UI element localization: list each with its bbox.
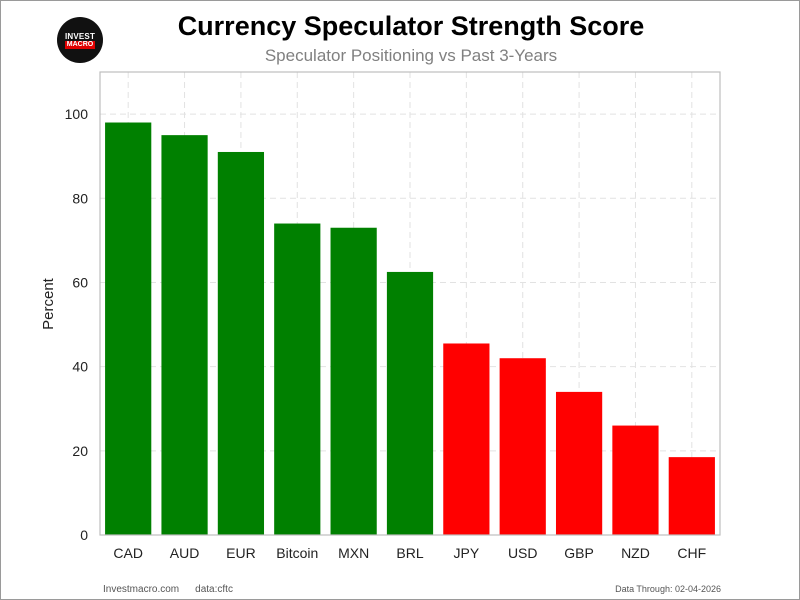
investmacro-logo: INVEST MACRO: [57, 17, 103, 63]
bar-chf: [668, 457, 715, 535]
bar-gbp: [555, 391, 603, 535]
x-tick-label-bitcoin: Bitcoin: [276, 545, 318, 561]
x-tick-label-aud: AUD: [170, 545, 200, 561]
y-tick-label: 80: [72, 190, 88, 206]
bar-eur: [217, 151, 265, 536]
bar-nzd: [612, 425, 659, 535]
y-tick-label: 60: [72, 274, 88, 290]
chart-subtitle: Speculator Positioning vs Past 3-Years: [264, 46, 558, 65]
bar-brl: [386, 271, 434, 535]
x-tick-label-jpy: JPY: [454, 545, 480, 561]
y-tick-label: 100: [65, 106, 89, 122]
bar-layer: [105, 122, 715, 536]
x-tick-label-nzd: NZD: [621, 545, 650, 561]
y-tick-labels: 0 20 40 60 80 100: [65, 106, 89, 543]
x-tick-label-chf: CHF: [677, 545, 706, 561]
y-tick-label: 0: [80, 527, 88, 543]
bar-aud: [161, 135, 208, 536]
y-tick-label: 20: [72, 443, 88, 459]
bar-usd: [499, 358, 546, 535]
x-tick-labels: CAD AUD EUR Bitcoin MXN BRL JPY USD GBP NZD CHF: [113, 545, 706, 561]
x-tick-label-cad: CAD: [113, 545, 143, 561]
bar-cad: [105, 122, 152, 535]
bar-jpy: [443, 343, 490, 535]
x-tick-label-eur: EUR: [226, 545, 256, 561]
bar-bitcoin: [274, 223, 321, 535]
footer-site: Investmacro.com: [103, 584, 180, 595]
x-tick-label-brl: BRL: [396, 545, 423, 561]
logo-text-bottom: MACRO: [64, 40, 96, 49]
x-tick-label-gbp: GBP: [564, 545, 594, 561]
x-tick-label-usd: USD: [508, 545, 538, 561]
logo-text-top: INVEST: [64, 31, 96, 41]
footer-date: Data Through: 02-04-2026: [615, 584, 721, 594]
y-axis-label: Percent: [40, 277, 57, 330]
bar-mxn: [330, 227, 377, 535]
y-tick-label: 40: [72, 359, 88, 375]
chart-title: Currency Speculator Strength Score: [177, 11, 645, 41]
plot-area-border: [99, 71, 721, 536]
footer-source: Investmacro.com data:cftc: [103, 584, 233, 595]
footer-data-source: data:cftc: [195, 584, 233, 595]
x-tick-label-mxn: MXN: [338, 545, 369, 561]
